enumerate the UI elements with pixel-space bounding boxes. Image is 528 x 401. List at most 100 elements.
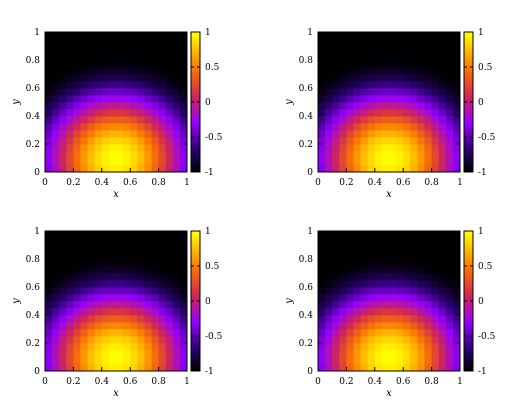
heatmap-cell [108,39,117,47]
heatmap-cell [45,315,53,323]
heatmap-cell [73,67,81,75]
colorbar-segment [464,139,473,143]
heatmap-cell [66,280,74,288]
heatmap-cell [52,74,60,82]
heatmap-cell [438,102,447,110]
colorbar-segment [191,298,200,302]
heatmap-cell [424,273,432,281]
heatmap-cell [144,137,152,145]
heatmap-cell [367,123,376,131]
heatmap-cell [66,259,74,267]
x-axis-label: x [113,189,119,200]
heatmap-cell [325,273,333,281]
heatmap-cell [424,245,432,253]
heatmap-cell [66,32,74,40]
heatmap-cell [165,266,174,274]
heatmap-cell [73,350,81,358]
heatmap-cell [101,238,110,246]
colorbar-segment [464,261,473,265]
heatmap-cell [374,130,383,138]
heatmap-cell [59,74,67,82]
heatmap-cell [353,301,361,309]
heatmap-cell [353,74,361,82]
heatmap-cell [431,39,440,47]
heatmap-cell [179,67,188,75]
heatmap-cell [452,259,461,267]
heatmap-panel-3: 0 0.2 0.4 0.6 0.8 100.20.40.60.81xy10.50-0.5-… [11,227,223,399]
heatmap-cell [45,252,53,260]
heatmap-cell [45,151,53,159]
heatmap-cell [45,130,53,138]
heatmap-cell [360,329,369,337]
heatmap-cell [325,95,333,103]
colorbar-segment [464,256,473,260]
heatmap-cell [158,280,167,288]
heatmap-cell [59,95,67,103]
heatmap-cell [52,46,60,54]
heatmap-cell [332,336,340,344]
x-tick-label: 0.6 [123,178,138,188]
heatmap-cell [452,144,461,152]
heatmap-cell [179,273,188,281]
heatmap-cell [66,102,74,110]
heatmap-cell [325,32,333,40]
colorbar-segment [464,347,473,351]
heatmap-cell [332,46,340,54]
heatmap-cell [389,231,397,239]
heatmap-cell [144,81,152,89]
heatmap-cell [431,329,440,337]
colorbar-segment [464,277,473,281]
heatmap-cell [325,322,333,330]
heatmap-cell [66,273,74,281]
colorbar-segment [464,125,473,129]
heatmap-cell [410,245,418,253]
heatmap-cell [172,343,181,351]
heatmap-cell [52,39,60,47]
heatmap-cell [59,67,67,75]
heatmap-cell [389,245,397,253]
heatmap-cell [108,130,117,138]
heatmap-cell [101,116,110,124]
heatmap-cell [66,315,74,323]
heatmap-cell [59,165,67,173]
heatmap-cell [80,245,88,253]
colorbar-segment [464,78,473,82]
heatmap-cell [339,322,347,330]
heatmap-cell [45,336,53,344]
heatmap-cell [130,252,138,260]
heatmap-cell [52,252,60,260]
colorbar-segment [191,127,200,131]
heatmap-cell [452,308,461,316]
heatmap-cell [410,259,418,267]
heatmap-cell [59,315,67,323]
heatmap-cell [424,46,432,54]
heatmap-cell [144,273,152,281]
heatmap-cell [403,308,411,316]
heatmap-cell [438,329,447,337]
heatmap-cell [137,116,145,124]
heatmap-cell [374,252,383,260]
heatmap-cell [396,60,404,68]
heatmap-cell [130,266,138,274]
heatmap-cell [346,46,354,54]
heatmap-cell [73,46,81,54]
heatmap-cell [165,53,174,61]
colorbar-segment [191,160,200,164]
heatmap-cell [123,102,131,110]
heatmap-cell [389,74,397,82]
heatmap-cell [130,39,138,47]
heatmap-cell [66,287,74,295]
heatmap-cell [403,88,411,96]
heatmap-cell [445,364,454,372]
heatmap-cell [417,252,425,260]
heatmap-cell [325,109,333,117]
heatmap-cell [87,32,96,40]
heatmap-cell [123,81,131,89]
heatmap-cell [438,364,447,372]
heatmap-cell [52,238,60,246]
heatmap-cell [172,102,181,110]
colorbar-segment [464,95,473,98]
heatmap-cell [45,273,53,281]
heatmap-cell [396,144,404,152]
heatmap-cell [403,60,411,68]
